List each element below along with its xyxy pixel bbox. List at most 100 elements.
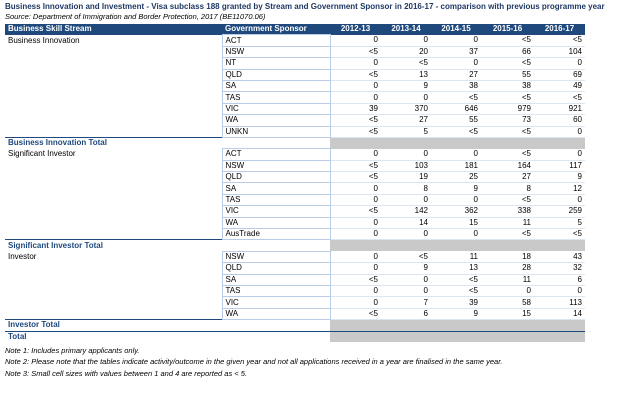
value-cell: 20	[381, 46, 431, 59]
row: NSW <5 103 181 164 117	[5, 159, 585, 173]
value-cell: 18	[481, 251, 534, 264]
empty-cell	[5, 308, 222, 319]
value-cell: <5	[481, 194, 534, 207]
value-cell: 9	[534, 171, 585, 184]
empty-cell	[5, 274, 222, 285]
value-cell: 164	[481, 160, 534, 173]
value-cell: <5	[330, 308, 381, 321]
value-cell: 338	[481, 205, 534, 218]
sponsor-cell: VIC	[221, 102, 331, 116]
value-cell: 0	[381, 91, 431, 104]
note: Note 3: Small cell sizes with values bet…	[5, 368, 248, 378]
value-cell: 0	[330, 91, 381, 104]
table-body: Business Innovation ACT 0 0 0 <5 <5 NSW <5 20 37 66…	[5, 34, 585, 342]
header-cell: 2016-17	[534, 24, 585, 35]
row: NT 0 <5 0 <5 0	[5, 57, 585, 70]
value-cell: 370	[381, 103, 431, 116]
empty-cell	[5, 285, 222, 296]
header-row: Business Skill Stream Government Sponsor 2…	[5, 24, 585, 35]
value-cell: 362	[431, 205, 481, 218]
value-cell: 0	[330, 80, 381, 93]
sponsor-cell: NSW	[221, 45, 331, 59]
value-cell: <5	[481, 34, 534, 47]
value-cell: 37	[431, 46, 481, 59]
value-cell: 0	[330, 285, 381, 298]
value-cell: 0	[431, 34, 481, 47]
value-cell: 5	[534, 217, 585, 230]
value-cell: 0	[381, 148, 431, 161]
sponsor-cell: WA	[221, 307, 331, 321]
row: Investor NSW 0 <5 11 18 43	[5, 250, 585, 264]
row: WA <5 6 9 15 14	[5, 307, 585, 321]
value-cell: 25	[431, 171, 481, 184]
sponsor-cell: WA	[221, 114, 331, 127]
total-blank	[330, 319, 585, 332]
empty-cell	[5, 80, 222, 91]
value-cell: 0	[330, 182, 381, 195]
row: SA 0 9 38 38 49	[5, 79, 585, 93]
total-row: Investor Total	[5, 319, 585, 332]
value-cell: 0	[481, 285, 534, 298]
value-cell: 11	[481, 274, 534, 287]
value-cell: 9	[381, 262, 431, 275]
row: SA <5 0 <5 11 6	[5, 273, 585, 287]
value-cell: 0	[431, 228, 481, 241]
value-cell: <5	[330, 69, 381, 81]
value-cell: 11	[431, 251, 481, 264]
value-cell: 0	[330, 148, 381, 161]
row: QLD 0 9 13 28 32	[5, 262, 585, 275]
value-cell: 0	[330, 251, 381, 264]
value-cell: <5	[330, 46, 381, 59]
value-cell: 38	[431, 80, 481, 93]
header-cell: 2014-15	[431, 24, 481, 35]
grand-total-row: Total	[5, 330, 585, 342]
value-cell: 0	[381, 228, 431, 241]
row: UNKN <5 5 <5 <5 0	[5, 125, 585, 138]
value-cell: 69	[534, 69, 585, 81]
sponsor-cell: TAS	[221, 193, 331, 207]
value-cell: 5	[381, 126, 431, 138]
value-cell: 55	[481, 69, 534, 81]
value-cell: 15	[431, 217, 481, 230]
note: Note 1: Includes primary applicants only…	[5, 345, 140, 355]
value-cell: 142	[381, 205, 431, 218]
value-cell: <5	[481, 57, 534, 70]
value-cell: 181	[431, 160, 481, 173]
empty-cell	[5, 263, 222, 274]
row: VIC 0 7 39 58 113	[5, 296, 585, 309]
sponsor-cell: NT	[221, 57, 331, 70]
empty-cell	[5, 58, 222, 69]
value-cell: 0	[330, 217, 381, 230]
value-cell: 0	[330, 296, 381, 309]
row: SA 0 8 9 8 12	[5, 182, 585, 195]
sponsor-cell: VIC	[221, 205, 331, 218]
value-cell: 55	[431, 114, 481, 127]
empty-cell	[5, 229, 222, 240]
value-cell: 0	[534, 57, 585, 70]
sponsor-cell: UNKN	[221, 125, 331, 138]
value-cell: 60	[534, 114, 585, 127]
total-blank	[330, 330, 585, 342]
value-cell: <5	[431, 126, 481, 138]
header-cell: 2012-13	[330, 24, 381, 35]
value-cell: 6	[381, 308, 431, 321]
value-cell: 9	[431, 182, 481, 195]
empty-cell	[5, 92, 222, 103]
value-cell: 27	[381, 114, 431, 127]
row: Significant Investor ACT 0 0 0 <5 0	[5, 148, 585, 161]
value-cell: 0	[330, 34, 381, 47]
row: QLD <5 19 25 27 9	[5, 171, 585, 184]
value-cell: 0	[381, 285, 431, 298]
row: NSW <5 20 37 66 104	[5, 45, 585, 59]
row: VIC 39 370 646 979 921	[5, 102, 585, 116]
empty-cell	[5, 126, 222, 137]
value-cell: 43	[534, 251, 585, 264]
value-cell: 19	[381, 171, 431, 184]
total-label: Business Innovation Total	[5, 136, 222, 149]
header-cell: 2015-16	[481, 24, 534, 35]
value-cell: 0	[431, 148, 481, 161]
value-cell: 0	[381, 34, 431, 47]
sponsor-cell: QLD	[221, 262, 331, 275]
empty-cell	[222, 136, 330, 149]
